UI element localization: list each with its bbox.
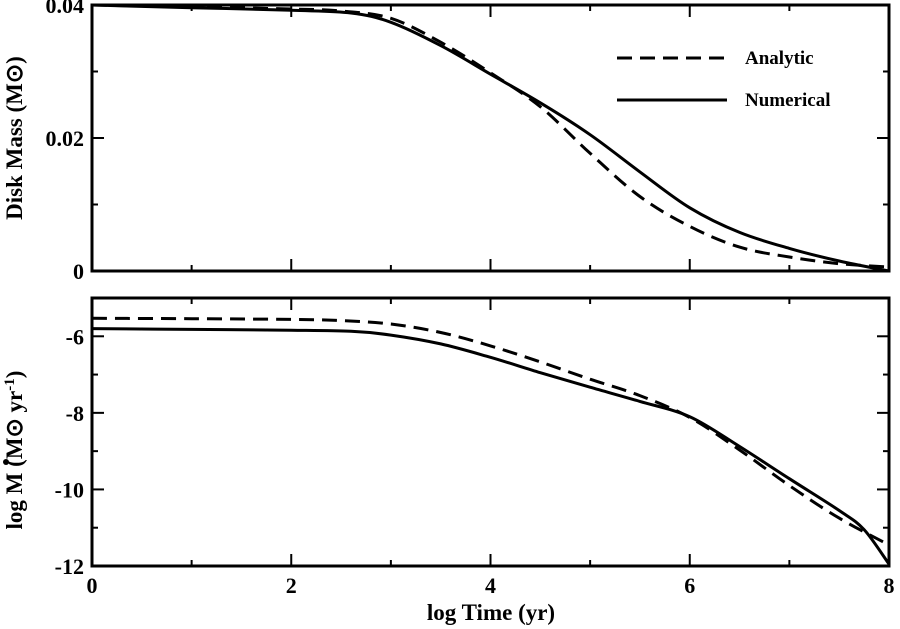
top-panel-series [91,3,890,273]
top-panel-ticks: 0 0.02 0.04 [46,0,890,284]
top-y-tick-label: 0.04 [46,0,85,18]
bottom-y-tick-label: -12 [55,554,84,579]
bottom-panel-ticks: -12 -10 -8 -6 0 2 4 6 8 [55,297,895,598]
bottom-panel-frame [90,296,891,568]
x-tick-label: 8 [884,573,895,598]
x-tick-label: 0 [87,573,98,598]
bottom-y-tick-label: -6 [66,324,84,349]
sun-symbol: ⊙ [2,418,27,437]
mdot-symbol: M [2,472,27,494]
bottom-y-axis-title-close: ) [2,371,27,379]
bottom-series-numerical-line [91,327,891,565]
legend: Analytic Numerical [617,48,830,111]
bottom-y-tick-label: -10 [55,477,84,502]
bottom-y-tick-label: -8 [66,401,84,426]
bottom-y-axis-title-prefix: log [2,494,27,529]
bottom-y-axis-title-exp: -1 [2,378,18,391]
x-tick-label: 2 [286,573,297,598]
top-series-analytic-line [91,3,890,269]
legend-label-numerical: Numerical [745,90,830,111]
bottom-series-analytic-line [91,316,890,547]
top-y-tick-label: 0.02 [46,126,85,151]
bottom-y-axis-title: log M (M⊙ yr-1) [2,371,27,530]
top-y-axis-title: Disk Mass (M⊙) [2,56,27,220]
top-series-numerical-line [91,3,890,273]
x-tick-label: 4 [485,573,496,598]
top-y-axis-title-text: Disk Mass (M [2,83,27,220]
legend-label-analytic: Analytic [745,48,814,69]
bottom-panel-series [91,316,891,565]
top-y-axis-title-close: ) [2,56,27,64]
x-axis-title: log Time (yr) [427,600,555,625]
x-tick-label: 6 [684,573,695,598]
top-y-tick-label: 0 [73,259,84,284]
mdot-dot [3,459,9,465]
top-panel-frame [90,3,891,273]
bottom-y-axis-title-mid: (M [2,437,27,472]
sun-symbol: ⊙ [2,64,27,83]
bottom-y-axis-title-unit: yr [2,391,27,418]
